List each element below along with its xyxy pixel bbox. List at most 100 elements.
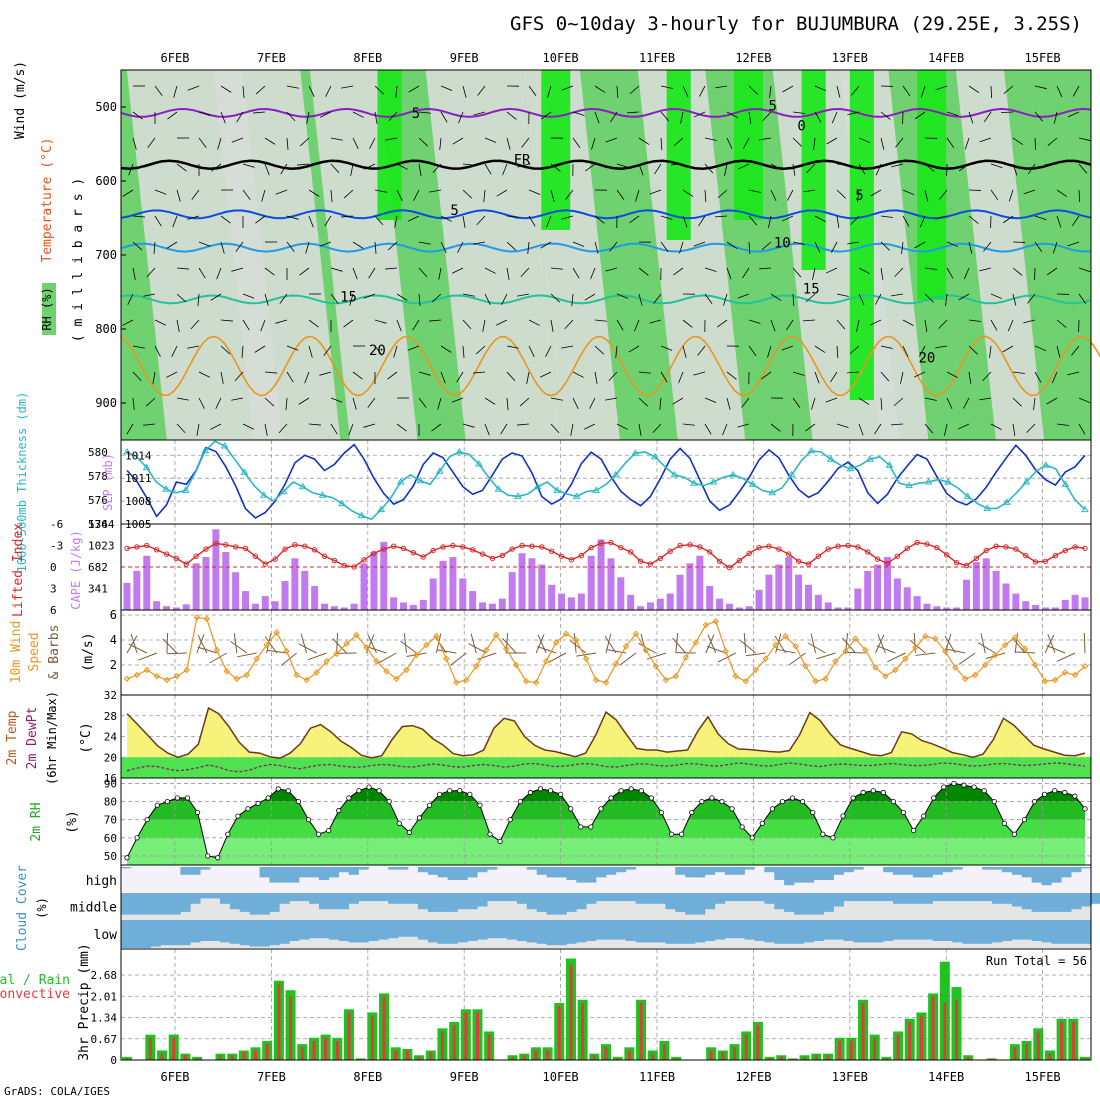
cloud-bar [378, 893, 389, 902]
wind-barb [1053, 111, 1058, 124]
wind-barb [500, 423, 508, 435]
thickness-marker [279, 487, 288, 495]
wind-barb [395, 85, 398, 98]
wind-speed-marker [532, 679, 540, 686]
cloud-bar [714, 893, 726, 904]
wind-barb [572, 267, 580, 279]
wind-barb [814, 85, 827, 92]
cape-bar [212, 529, 220, 610]
wind-barb [286, 345, 299, 351]
lifted-index-marker [203, 546, 209, 552]
cloud-bar [566, 893, 577, 912]
wind-barb [742, 267, 750, 279]
wind-barb [540, 241, 552, 249]
rh-marker [134, 835, 140, 841]
cloud-bar [190, 893, 201, 904]
rh-marker [174, 795, 181, 801]
wind-barb [132, 241, 143, 251]
wind-barb [154, 85, 163, 96]
thickness-marker [396, 478, 405, 485]
rh-marker [205, 853, 211, 859]
cloud-bar [704, 867, 716, 875]
rh-marker [941, 784, 947, 790]
wind-barb [1027, 293, 1036, 304]
cape-bar [330, 606, 338, 610]
cloud-bar [754, 893, 765, 902]
rh-marker [679, 831, 685, 837]
wind-speed-marker [722, 648, 729, 655]
wind-barb [985, 652, 1006, 659]
wind-barb [475, 345, 486, 355]
wind-barb [198, 111, 211, 116]
wind-barb [858, 397, 870, 405]
wind-barb [429, 189, 442, 193]
wind-barb [660, 371, 668, 383]
rh-marker [900, 809, 907, 816]
wind-speed-marker [403, 666, 410, 674]
wind-barb [545, 345, 552, 357]
precip-conv-bar [172, 1037, 176, 1060]
wind-axis-label-2: Speed [27, 632, 42, 671]
wind-speed-marker [333, 650, 340, 657]
cloud-unit-label: (%) [35, 897, 49, 919]
lifted-index-marker [410, 549, 417, 556]
precip-conv-bar [230, 1055, 234, 1060]
moist-region [849, 70, 874, 400]
wind-barb [849, 345, 860, 355]
cape-bar [903, 587, 911, 610]
wind-barb [438, 267, 442, 280]
lifted-index-marker [1013, 546, 1019, 552]
thickness-tick-label: 576 [88, 494, 108, 507]
wind-barb [517, 293, 530, 297]
cape-bar [390, 597, 398, 610]
cloud-bar [665, 893, 676, 910]
wind-barb [775, 648, 796, 654]
wind-barb [811, 397, 816, 410]
cloud-bar [1031, 867, 1042, 883]
cape-bar [232, 572, 240, 610]
wind-barb [1034, 85, 1047, 90]
lifted-index-marker [351, 564, 357, 570]
wind-barb [939, 189, 948, 200]
lifted-index-marker [430, 547, 436, 554]
wind-speed-marker [792, 643, 799, 650]
cape-bar [350, 603, 358, 610]
wind-barb [176, 163, 187, 172]
cape-bar [646, 602, 654, 610]
lifted-index-marker [223, 542, 229, 548]
wind-barb [914, 241, 926, 249]
cloud-bar [447, 867, 458, 880]
wind-barb [660, 111, 670, 122]
rh-marker [235, 813, 241, 819]
wind-barb [407, 345, 420, 351]
wind-barb [774, 635, 787, 654]
cloud-bar [893, 893, 904, 904]
wind-speed-marker [173, 673, 181, 680]
thickness-marker [748, 480, 757, 487]
wind-speed-marker [273, 629, 280, 636]
wind-barb [782, 85, 794, 93]
cloud-bar [833, 893, 844, 907]
wind-barb [902, 189, 915, 196]
wind-barb [217, 137, 222, 150]
wind-barb [439, 137, 442, 150]
wind-barb [387, 371, 398, 380]
wind-barb [561, 215, 574, 220]
lifted-index-marker [272, 556, 278, 562]
rh-marker [588, 824, 594, 830]
rh-legend-swatch [42, 283, 56, 335]
lifted-index-marker [252, 553, 259, 559]
thickness-marker [670, 470, 679, 478]
cloud-bar [140, 893, 151, 915]
precip-conv-bar [639, 1002, 643, 1060]
wind-barb [191, 189, 200, 200]
wind-barb [726, 241, 738, 249]
cloud-bar [1081, 893, 1092, 907]
wind-barb [220, 371, 224, 384]
lifted-index-marker [835, 543, 841, 549]
cloud-bar [704, 920, 716, 941]
wind-barb [638, 423, 642, 436]
wind-barb [528, 85, 537, 96]
wind-barb [980, 633, 986, 654]
cloud-bar [219, 920, 231, 943]
